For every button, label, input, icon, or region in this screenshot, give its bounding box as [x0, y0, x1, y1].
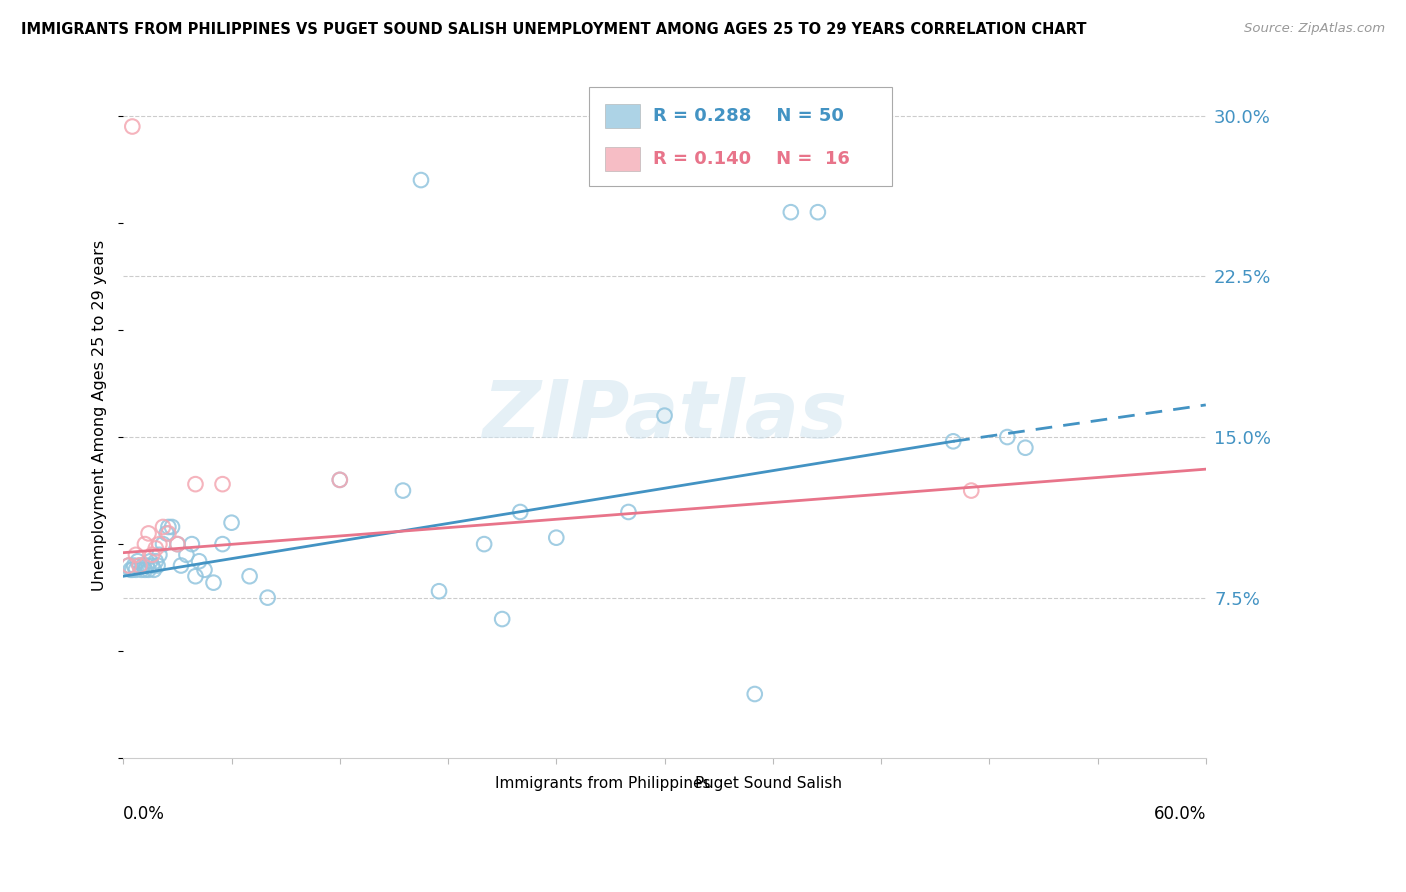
Point [166, 537, 188, 551]
Point [509, 505, 531, 519]
Point [121, 120, 143, 134]
Point [211, 537, 233, 551]
Point [138, 526, 160, 541]
Text: R = 0.140    N =  16: R = 0.140 N = 16 [652, 150, 849, 168]
Point [1014, 441, 1036, 455]
FancyBboxPatch shape [665, 776, 689, 791]
Point [409, 173, 432, 187]
Point [654, 409, 676, 423]
Point [160, 520, 183, 534]
Point [120, 563, 142, 577]
Point [184, 477, 207, 491]
Point [211, 477, 233, 491]
Point [134, 563, 156, 577]
Point [157, 526, 180, 541]
Point [491, 612, 513, 626]
Point [176, 548, 198, 562]
Point [202, 575, 225, 590]
Point [118, 558, 141, 573]
Point [118, 558, 141, 573]
Point [148, 548, 170, 562]
Point [744, 687, 766, 701]
FancyBboxPatch shape [605, 104, 640, 128]
Point [472, 537, 495, 551]
Text: Source: ZipAtlas.com: Source: ZipAtlas.com [1244, 22, 1385, 36]
Point [146, 558, 169, 573]
Point [942, 434, 965, 449]
Point [135, 558, 157, 573]
Point [329, 473, 352, 487]
Point [127, 554, 149, 568]
Point [329, 473, 352, 487]
FancyBboxPatch shape [464, 776, 488, 791]
Point [145, 554, 167, 568]
Point [166, 537, 188, 551]
FancyBboxPatch shape [605, 146, 640, 170]
Point [392, 483, 415, 498]
Text: ZIPatlas: ZIPatlas [482, 376, 846, 455]
Point [138, 563, 160, 577]
Point [221, 516, 243, 530]
Point [141, 558, 163, 573]
Text: Immigrants from Philippines: Immigrants from Philippines [495, 776, 710, 791]
Point [617, 505, 640, 519]
Point [779, 205, 801, 219]
Point [143, 563, 166, 577]
Point [145, 541, 167, 556]
Point [122, 558, 145, 573]
Point [155, 526, 177, 541]
Point [128, 558, 150, 573]
Point [546, 531, 568, 545]
Point [960, 483, 983, 498]
Point [239, 569, 262, 583]
Point [180, 537, 202, 551]
Point [427, 584, 450, 599]
Point [121, 563, 143, 577]
Point [152, 537, 174, 551]
Point [184, 569, 207, 583]
Point [188, 554, 211, 568]
Point [193, 563, 215, 577]
Point [128, 558, 150, 573]
Point [134, 537, 156, 551]
Point [125, 548, 148, 562]
Point [170, 558, 193, 573]
Point [157, 520, 180, 534]
Text: Puget Sound Salish: Puget Sound Salish [695, 776, 842, 791]
Point [148, 537, 170, 551]
Point [141, 548, 163, 562]
Point [807, 205, 830, 219]
Text: R = 0.288    N = 50: R = 0.288 N = 50 [652, 107, 844, 125]
Text: IMMIGRANTS FROM PHILIPPINES VS PUGET SOUND SALISH UNEMPLOYMENT AMONG AGES 25 TO : IMMIGRANTS FROM PHILIPPINES VS PUGET SOU… [21, 22, 1087, 37]
Point [152, 520, 174, 534]
Point [132, 558, 155, 573]
Point [125, 563, 148, 577]
Point [131, 563, 153, 577]
FancyBboxPatch shape [589, 87, 891, 186]
Text: 0.0%: 0.0% [124, 805, 165, 823]
Point [139, 554, 162, 568]
Point [995, 430, 1018, 444]
Text: 60.0%: 60.0% [1153, 805, 1206, 823]
Y-axis label: Unemployment Among Ages 25 to 29 years: Unemployment Among Ages 25 to 29 years [93, 240, 107, 591]
Point [256, 591, 278, 605]
